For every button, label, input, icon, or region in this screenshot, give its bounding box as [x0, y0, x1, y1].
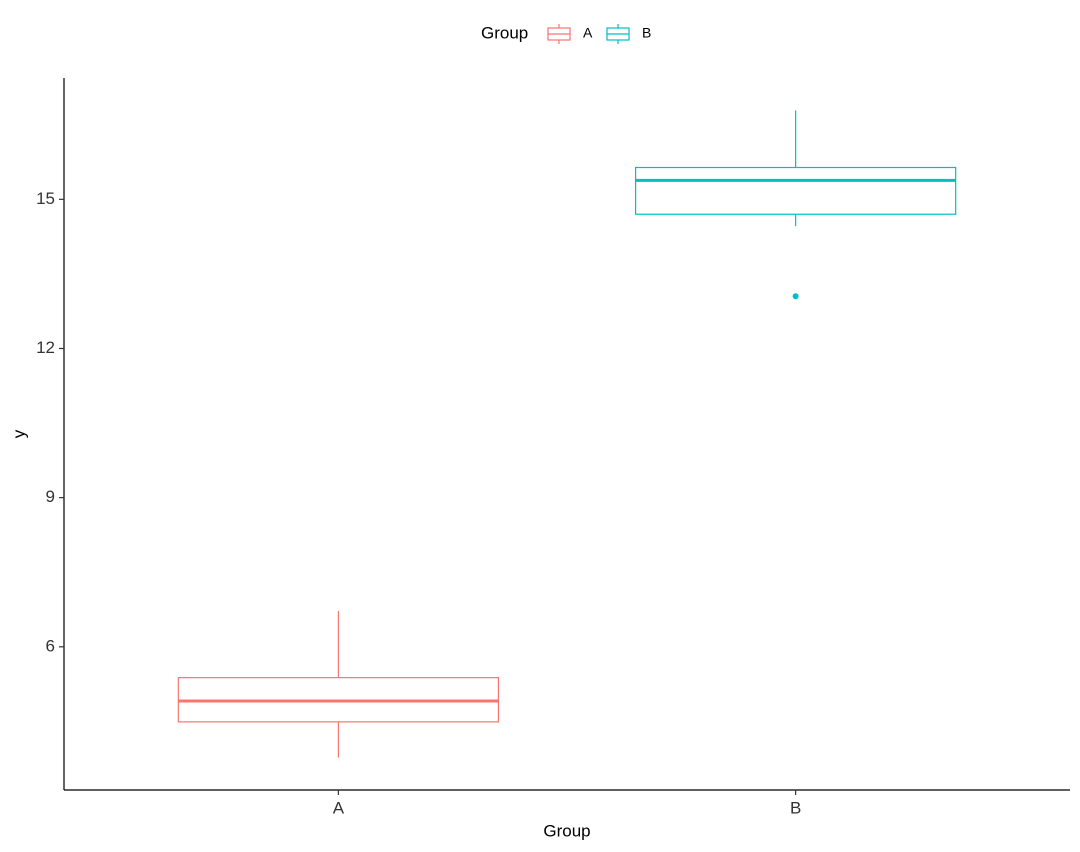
legend-label: B	[642, 25, 651, 41]
legend-title: Group	[481, 23, 528, 42]
x-tick-label: A	[333, 798, 345, 817]
y-tick-label: 15	[36, 189, 55, 208]
outlier	[792, 293, 799, 300]
x-tick-label: B	[790, 798, 801, 817]
y-tick-label: 9	[46, 487, 55, 506]
y-tick-label: 6	[46, 636, 55, 655]
box	[634, 166, 957, 215]
y-tick-label: 12	[36, 338, 55, 357]
y-axis-title: y	[9, 429, 28, 438]
legend-label: A	[583, 25, 593, 41]
x-axis-title: Group	[543, 821, 590, 840]
